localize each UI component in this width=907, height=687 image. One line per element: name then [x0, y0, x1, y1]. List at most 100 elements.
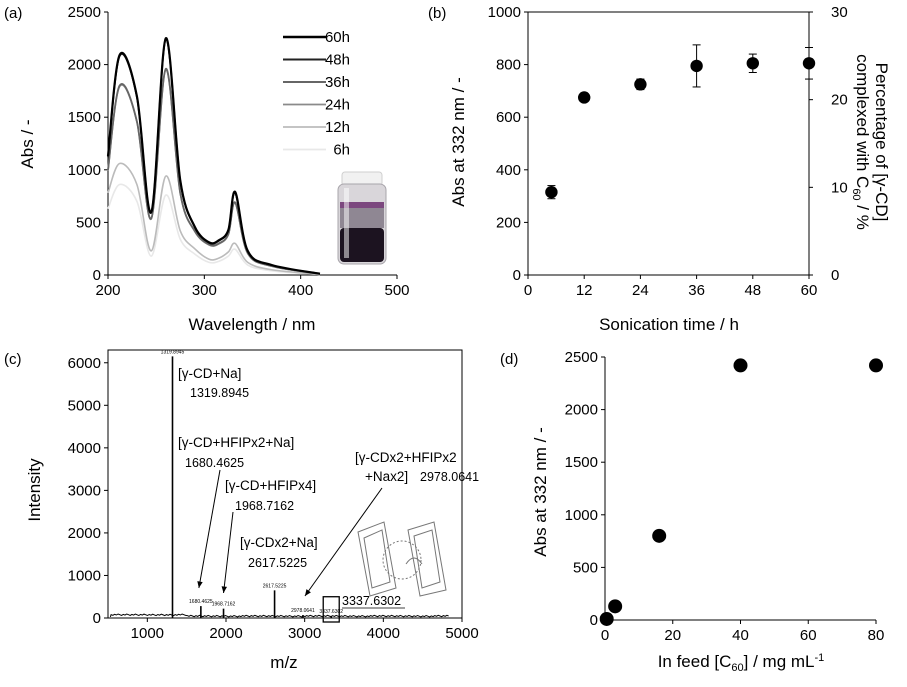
data-point	[634, 78, 647, 91]
panel-d-y-tick-label: 1500	[565, 454, 598, 471]
annotation-label: [γ-CDx2+HFIPx2	[355, 450, 457, 465]
panel-a-y-tick-label: 0	[93, 267, 101, 284]
panel-b-ylabel: Abs at 332 nm / -	[449, 77, 468, 206]
panel-b-y-tick-label: 200	[496, 214, 521, 231]
panel-d: (d) 0 20 40 60 80 0 500 1000 1500 2000 2500 In fee…	[500, 349, 884, 674]
vial-photo	[337, 171, 387, 265]
panel-d-label: (d)	[500, 351, 518, 368]
annotation-arrowhead	[197, 581, 203, 588]
gamma-cd-c60-schematic	[357, 521, 447, 597]
legend-label-12h: 12h	[325, 119, 350, 136]
panel-b-frame	[527, 11, 810, 276]
panel-c-y-tick-label: 5000	[68, 397, 101, 414]
annotation-label: [γ-CDx2+Na]	[240, 535, 318, 550]
panel-b-x-tick-label: 0	[524, 282, 532, 299]
annotation-value: 1319.8945	[190, 386, 249, 400]
data-point	[652, 528, 667, 543]
legend-label-36h: 36h	[325, 74, 350, 91]
panel-b-y-tick-label: 600	[496, 109, 521, 126]
annotation-value: 3337.6302	[342, 594, 401, 608]
panel-c-frame	[107, 349, 463, 619]
legend-label-60h: 60h	[325, 29, 350, 46]
panel-b-points	[545, 44, 816, 200]
panel-b-ylabel-right-line2: complexed with C60 / %	[850, 54, 872, 230]
annotation-value: 1968.7162	[235, 499, 294, 513]
data-point	[746, 57, 759, 70]
panel-d-y-tick-label: 1000	[565, 507, 598, 524]
panel-b-label: (b)	[428, 5, 446, 22]
annotation-arrow	[223, 511, 234, 594]
panel-b-y-tick-label: 1000	[488, 4, 521, 21]
data-point	[608, 599, 623, 614]
panel-c-annotations: [γ-CD+Na] 1319.8945 [γ-CD+HFIPx2+Na] 1680.4…	[178, 366, 479, 609]
panel-c-ylabel: Intensity	[25, 458, 44, 522]
panel-b-x-tick-label: 24	[632, 282, 649, 299]
panel-c-axes: 1000 2000 3000 4000 5000 0 1000 2000 3000 4000 500…	[68, 349, 479, 642]
panel-c-y-tick-label: 0	[93, 610, 101, 627]
legend-label-6h: 6h	[333, 142, 350, 159]
panel-b-x-tick-label: 36	[688, 282, 705, 299]
annotation-value: 2617.5225	[248, 556, 307, 570]
panel-a-y-tick-label: 2000	[68, 57, 101, 74]
panel-b-xlabel: Sonication time / h	[599, 315, 739, 334]
panel-a-axes: 200 300 400 500 0 500 1000 1500 2000 2500	[68, 4, 410, 299]
data-point	[690, 59, 703, 73]
panel-b-y-right-tick-label: 20	[831, 92, 848, 109]
annotation-label: [γ-CD+HFIPx4]	[225, 478, 316, 493]
annotation-arrowhead	[304, 589, 311, 596]
panel-a: (a) 200 300 400 500 0 500 1000 1500 2000 2500 60h…	[4, 4, 410, 334]
ms-baseline	[109, 613, 449, 618]
panel-c-y-tick-label: 4000	[68, 440, 101, 457]
panel-a-x-tick-label: 200	[95, 282, 120, 299]
panel-c: (c) 1000 2000 3000 4000 5000 0 1000 2000 3000 400…	[4, 349, 479, 672]
annotation-value: 1680.4625	[185, 456, 244, 470]
panel-c-x-tick-label: 1000	[131, 625, 164, 642]
spectrum-line-12h	[107, 162, 321, 276]
annotation-value: 2978.0641	[420, 470, 479, 484]
ms-peak-tiny-label: 1319.8945	[161, 349, 185, 355]
data-point	[545, 185, 558, 199]
panel-c-label: (c)	[4, 351, 22, 368]
panel-d-xlabel: In feed [C60] / mg mL-1	[658, 652, 825, 674]
panel-c-y-tick-label: 1000	[68, 567, 101, 584]
panel-b-x-tick-label: 48	[744, 282, 761, 299]
ms-peak-tiny-label: 1680.4625	[189, 599, 213, 605]
panel-d-y-tick-label: 500	[573, 559, 598, 576]
panel-a-xlabel: Wavelength / nm	[189, 315, 316, 334]
annotation-arrow	[304, 487, 383, 597]
data-point	[578, 91, 591, 104]
panel-a-y-tick-label: 500	[76, 214, 101, 231]
panel-d-y-tick-label: 2500	[565, 349, 598, 366]
panel-a-x-tick-label: 500	[384, 282, 409, 299]
panel-c-x-tick-label: 4000	[367, 625, 400, 642]
ms-peak-tiny-label: 2978.0641	[291, 608, 315, 614]
panel-b-y-right-tick-label: 30	[831, 4, 848, 21]
panel-d-x-tick-label: 80	[868, 627, 885, 644]
panel-a-y-tick-label: 1000	[68, 162, 101, 179]
panel-c-y-tick-label: 2000	[68, 525, 101, 542]
ms-peak-tiny-label: 2617.5225	[263, 583, 287, 589]
ms-highlight-box	[322, 596, 340, 623]
panel-a-y-tick-label: 2500	[68, 4, 101, 21]
panel-c-xlabel: m/z	[270, 653, 297, 672]
ms-peak-tiny-label: 1968.7162	[212, 602, 236, 608]
panel-b-y-tick-label: 800	[496, 57, 521, 74]
annotation-label: +Nax2]	[365, 469, 408, 484]
panel-a-x-tick-label: 300	[192, 282, 217, 299]
panel-a-legend: 60h 48h 36h 24h 12h 6h	[283, 29, 350, 159]
data-point	[733, 358, 748, 373]
panel-b: (b) 0 12 24 36 48 60020040060080010000102030 …	[428, 4, 891, 334]
annotation-arrow	[198, 469, 221, 589]
annotation-label: [γ-CD+HFIPx2+Na]	[178, 435, 294, 450]
panel-a-x-tick-label: 400	[288, 282, 313, 299]
data-point	[599, 611, 614, 626]
panel-b-y-right-tick-label: 0	[831, 267, 839, 284]
panel-a-y-tick-label: 1500	[68, 109, 101, 126]
annotation-label: [γ-CD+Na]	[178, 366, 241, 381]
panel-d-y-tick-label: 2000	[565, 402, 598, 419]
panel-c-x-tick-label: 3000	[288, 625, 321, 642]
spectrum-line-60h	[106, 37, 321, 275]
spectrum-line-6h	[107, 183, 320, 276]
